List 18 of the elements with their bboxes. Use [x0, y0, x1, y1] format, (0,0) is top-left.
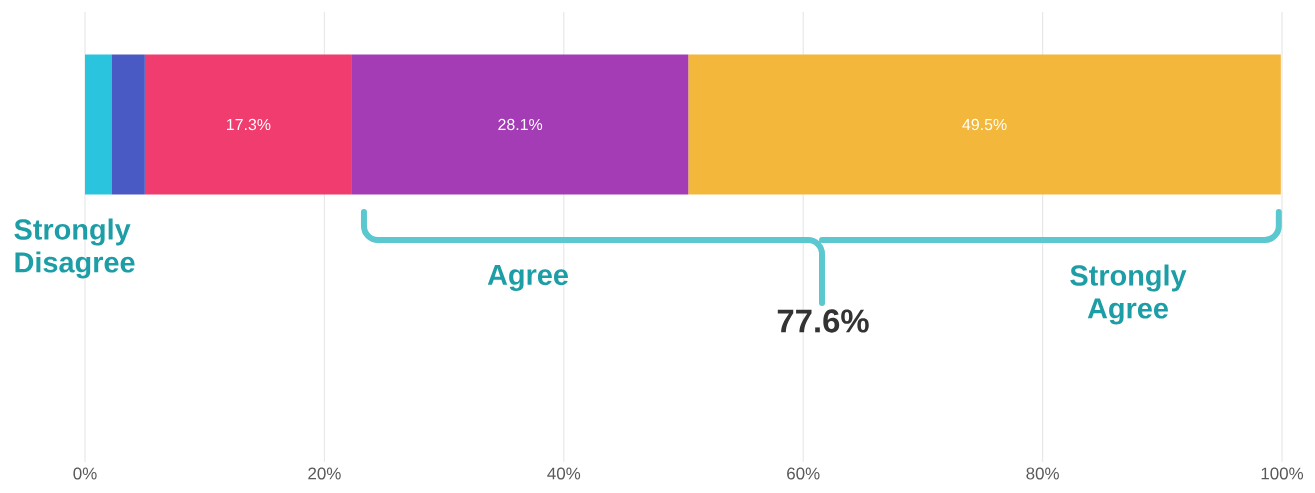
x-tick-label: 60% — [787, 467, 820, 480]
data-label: 49.5% — [962, 118, 1007, 131]
x-tick-label: 0% — [73, 467, 97, 480]
bar — [351, 54, 689, 195]
x-tick-label: 100% — [1261, 467, 1304, 480]
annotation: Strongly Agree — [1070, 264, 1187, 325]
bar — [111, 54, 145, 195]
annotation: Agree — [487, 264, 568, 291]
annotation: Strongly Disagree — [14, 218, 135, 279]
bar — [85, 54, 112, 195]
bar — [688, 54, 1281, 195]
annotation: 77.6% — [777, 309, 869, 333]
x-tick-label: 20% — [308, 467, 341, 480]
data-label: 17.3% — [227, 118, 271, 131]
x-tick-label: 40% — [547, 467, 581, 480]
data-label: 28.1% — [498, 118, 543, 131]
x-tick-label: 80% — [1026, 467, 1059, 480]
bar — [144, 54, 352, 195]
